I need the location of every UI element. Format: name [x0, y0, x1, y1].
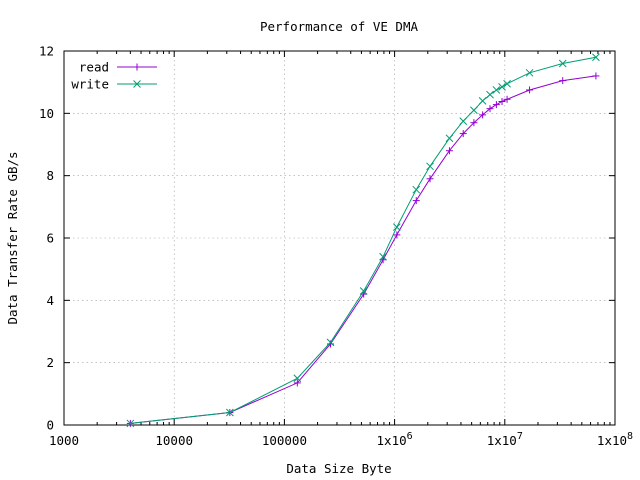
- data-point: [592, 72, 600, 80]
- data-point: [592, 53, 600, 62]
- data-point: [393, 231, 401, 239]
- data-point-stroke: [133, 80, 141, 88]
- data-point-stroke: [503, 79, 511, 88]
- data-point-stroke: [326, 338, 335, 347]
- data-point: [459, 117, 468, 125]
- x-tick-label: 1x107: [487, 431, 523, 448]
- data-point-stroke: [459, 117, 468, 125]
- legend-marker-write: [133, 80, 141, 88]
- data-point-stroke: [558, 59, 567, 68]
- data-point-stroke: [126, 419, 135, 428]
- data-point-stroke: [226, 408, 234, 417]
- x-tick-label: 1x108: [597, 431, 633, 448]
- legend: read write: [71, 60, 157, 92]
- data-point: [459, 130, 467, 138]
- series-line-write: [130, 56, 596, 424]
- data-point: [498, 97, 506, 105]
- data-point: [470, 119, 478, 127]
- data-point-stroke: [525, 68, 534, 77]
- data-point-stroke: [498, 82, 506, 91]
- data-point: [486, 105, 494, 113]
- data-point-stroke: [445, 134, 454, 143]
- data-point-stroke: [359, 287, 368, 295]
- data-point: [359, 287, 368, 295]
- data-point: [293, 379, 301, 387]
- data-point: [426, 162, 434, 171]
- data-point: [498, 82, 506, 91]
- data-point: [559, 77, 567, 85]
- data-point-stroke: [478, 97, 487, 105]
- data-point: [525, 68, 534, 77]
- y-tick-label: 0: [46, 418, 54, 433]
- data-point-stroke: [412, 185, 421, 194]
- data-point: [503, 79, 511, 88]
- data-point-stroke: [592, 53, 600, 62]
- data-point: [326, 338, 335, 347]
- legend-label-read: read: [79, 60, 109, 75]
- data-point-stroke: [486, 90, 494, 99]
- data-point: [426, 175, 434, 183]
- x-axis-label: Data Size Byte: [286, 461, 391, 476]
- y-tick-label: 12: [39, 44, 54, 59]
- data-point: [445, 147, 453, 155]
- data-point-stroke: [492, 86, 501, 94]
- series-write: [126, 53, 600, 428]
- x-tick-label: 1x106: [377, 431, 413, 448]
- data-point: [226, 408, 234, 417]
- y-tick-label: 4: [46, 293, 54, 308]
- data-point: [526, 86, 534, 94]
- data-point: [445, 134, 454, 143]
- y-tick-label: 2: [46, 355, 54, 370]
- data-point-stroke: [392, 223, 401, 231]
- data-point-stroke: [379, 252, 387, 261]
- x-tick-label: 1000: [49, 433, 79, 448]
- y-tick-label: 10: [39, 106, 54, 121]
- data-point: [293, 374, 302, 383]
- y-tick-label: 6: [46, 231, 54, 246]
- data-point: [558, 59, 567, 68]
- legend-marker-read: [133, 63, 141, 71]
- x-tick-label: 100000: [262, 433, 307, 448]
- data-point: [503, 95, 511, 103]
- data-point-stroke: [426, 162, 434, 171]
- y-tick-label: 8: [46, 168, 54, 183]
- chart-title: Performance of VE DMA: [260, 19, 419, 34]
- legend-label-write: write: [71, 77, 109, 92]
- series-line-read: [130, 75, 596, 424]
- data-point: [486, 90, 494, 99]
- data-point: [392, 223, 401, 231]
- data-point: [479, 111, 487, 119]
- data-point-stroke: [470, 106, 478, 115]
- data-point-stroke: [293, 374, 302, 383]
- axis-ticks: 0 2 4 6 8 10 12 1000 10000 100000 1x106 1x107 1x108: [39, 44, 633, 449]
- series-layer: [126, 53, 600, 428]
- data-point: [492, 86, 501, 94]
- data-point: [492, 101, 500, 109]
- series-read: [126, 72, 600, 427]
- data-point: [412, 197, 420, 205]
- data-point: [470, 106, 478, 115]
- data-point: [478, 97, 487, 105]
- y-axis-label: Data Transfer Rate GB/s: [5, 151, 20, 324]
- x-tick-label: 10000: [155, 433, 193, 448]
- data-point: [379, 252, 387, 261]
- data-point: [126, 419, 135, 428]
- grid: [64, 51, 615, 425]
- data-point: [412, 185, 421, 194]
